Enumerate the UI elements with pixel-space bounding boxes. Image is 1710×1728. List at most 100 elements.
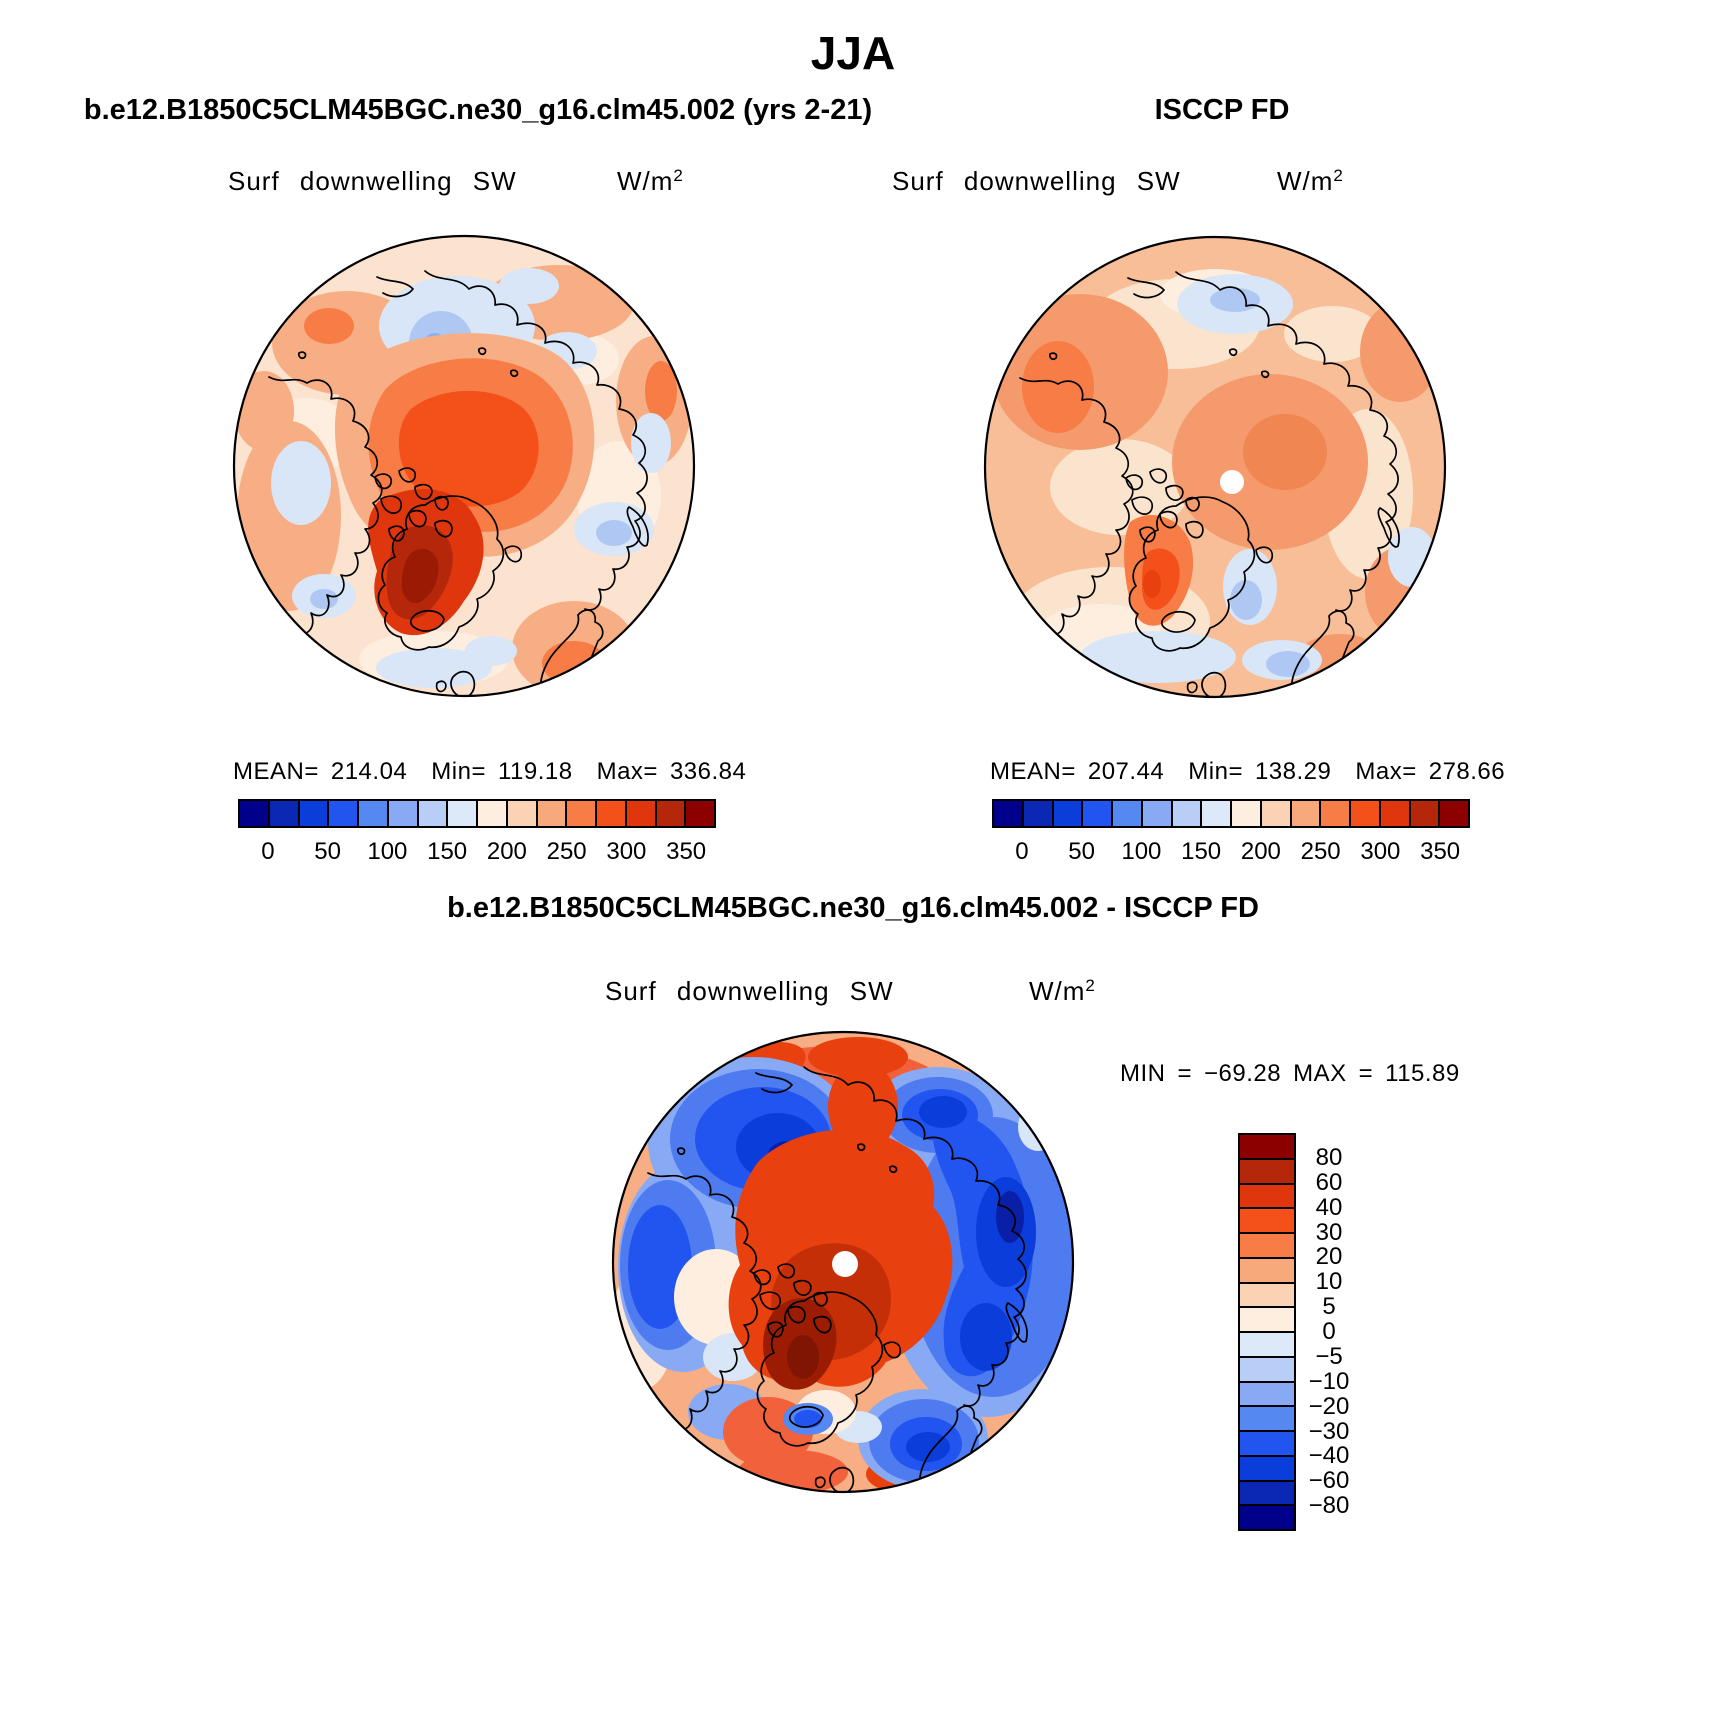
colorbar-segment bbox=[684, 799, 716, 828]
obs-max-value: 278.66 bbox=[1428, 758, 1506, 785]
colorbar-segment bbox=[1238, 1405, 1296, 1432]
season-title: JJA bbox=[810, 27, 896, 79]
model-map bbox=[232, 234, 696, 698]
obs-map bbox=[983, 235, 1447, 699]
colorbar-tick-label: 0 bbox=[1322, 1318, 1336, 1345]
model-units-exponent: 2 bbox=[673, 166, 684, 185]
colorbar-tick-label: −5 bbox=[1315, 1342, 1343, 1370]
colorbar-tick-label: 100 bbox=[367, 838, 408, 865]
obs-field-label: Surf downwelling SW bbox=[892, 166, 1181, 196]
obs-units-exponent: 2 bbox=[1333, 166, 1344, 185]
model-colorbar-ticks: 0 50 100 150 200 250 300 350 bbox=[238, 838, 716, 868]
colorbar-tick-label: 250 bbox=[546, 838, 587, 865]
colorbar-segment bbox=[238, 799, 270, 828]
colorbar-segment bbox=[386, 799, 419, 828]
diff-max-eq: = bbox=[1358, 1060, 1374, 1087]
colorbar-tick-label: 100 bbox=[1121, 838, 1162, 865]
model-units-text: W/m bbox=[617, 166, 674, 196]
colorbar-segment bbox=[1230, 799, 1262, 828]
colorbar-segment bbox=[1170, 799, 1203, 828]
model-max-value: 336.84 bbox=[669, 758, 747, 785]
obs-stats: MEAN= 207.44 Min= 138.29 Max= 278.66 bbox=[990, 758, 1505, 786]
colorbar-segment bbox=[1238, 1504, 1296, 1531]
colorbar-segment bbox=[1140, 799, 1173, 828]
colorbar-segment bbox=[267, 799, 300, 828]
colorbar-tick-label: 300 bbox=[1360, 838, 1401, 865]
obs-mean-value: 207.44 bbox=[1087, 758, 1165, 785]
colorbar-segment bbox=[1408, 799, 1441, 828]
colorbar-segment bbox=[992, 799, 1024, 828]
colorbar-tick-label: 80 bbox=[1315, 1143, 1343, 1171]
colorbar-tick-label: 200 bbox=[486, 838, 527, 865]
colorbar-segment bbox=[1319, 799, 1351, 828]
colorbar-segment bbox=[446, 799, 478, 828]
colorbar-segment bbox=[654, 799, 687, 828]
obs-max-label: Max= bbox=[1355, 758, 1417, 785]
colorbar-segment bbox=[1378, 799, 1411, 828]
model-colorbar bbox=[238, 799, 716, 828]
diff-field-label: Surf downwelling SW bbox=[605, 976, 894, 1006]
colorbar-segment bbox=[1051, 799, 1084, 828]
colorbar-tick-label: 200 bbox=[1240, 838, 1281, 865]
obs-units-text: W/m bbox=[1277, 166, 1334, 196]
colorbar-tick-label: 350 bbox=[1420, 838, 1461, 865]
diff-colorbar bbox=[1238, 1133, 1296, 1531]
colorbar-segment bbox=[1238, 1355, 1296, 1383]
colorbar-segment bbox=[1349, 799, 1381, 828]
obs-min-label: Min= bbox=[1188, 758, 1243, 785]
colorbar-tick-label: 250 bbox=[1300, 838, 1341, 865]
diff-units-exponent: 2 bbox=[1085, 976, 1096, 995]
diff-min-eq: = bbox=[1177, 1060, 1193, 1087]
obs-units-label: W/m2 bbox=[1277, 166, 1344, 197]
colorbar-segment bbox=[1238, 1281, 1296, 1309]
diff-min-value: −69.28 bbox=[1204, 1060, 1282, 1087]
diff-header: b.e12.B1850C5CLM45BGC.ne30_g16.clm45.002… bbox=[447, 892, 1259, 924]
colorbar-segment bbox=[357, 799, 389, 828]
colorbar-segment bbox=[476, 799, 508, 828]
obs-dataset-header: ISCCP FD bbox=[1154, 94, 1290, 126]
colorbar-tick-label: 0 bbox=[261, 838, 275, 865]
diff-pole-data-hole bbox=[832, 1251, 858, 1277]
colorbar-segment bbox=[1238, 1182, 1296, 1210]
colorbar-segment bbox=[1289, 799, 1322, 828]
model-min-label: Min= bbox=[431, 758, 486, 785]
diff-units-text: W/m bbox=[1029, 976, 1086, 1006]
colorbar-segment bbox=[1081, 799, 1113, 828]
colorbar-tick-label: 0 bbox=[1015, 838, 1029, 865]
model-mean-value: 214.04 bbox=[330, 758, 408, 785]
colorbar-segment bbox=[1238, 1454, 1296, 1482]
colorbar-tick-label: 150 bbox=[1181, 838, 1222, 865]
colorbar-segment bbox=[1238, 1479, 1296, 1507]
colorbar-segment bbox=[1238, 1331, 1296, 1358]
colorbar-tick-label: 50 bbox=[1068, 838, 1095, 865]
diff-min-label: MIN bbox=[1120, 1060, 1166, 1087]
model-units-label: W/m2 bbox=[617, 166, 684, 197]
diff-units-label: W/m2 bbox=[1029, 976, 1096, 1007]
colorbar-tick-label: 10 bbox=[1315, 1268, 1343, 1296]
obs-min-value: 138.29 bbox=[1254, 758, 1332, 785]
colorbar-segment bbox=[1200, 799, 1232, 828]
colorbar-tick-label: 50 bbox=[314, 838, 341, 865]
diff-map bbox=[611, 1030, 1075, 1494]
model-stats: MEAN= 214.04 Min= 119.18 Max= 336.84 bbox=[233, 758, 746, 786]
colorbar-tick-label: 300 bbox=[606, 838, 647, 865]
colorbar-tick-label: 150 bbox=[427, 838, 468, 865]
colorbar-segment bbox=[505, 799, 538, 828]
colorbar-segment bbox=[1238, 1207, 1296, 1234]
colorbar-segment bbox=[595, 799, 627, 828]
colorbar-segment bbox=[1111, 799, 1143, 828]
colorbar-segment bbox=[1238, 1380, 1296, 1408]
colorbar-tick-label: −20 bbox=[1308, 1392, 1350, 1420]
colorbar-segment bbox=[297, 799, 330, 828]
colorbar-segment bbox=[1238, 1232, 1296, 1259]
model-max-label: Max= bbox=[596, 758, 658, 785]
colorbar-segment bbox=[1259, 799, 1292, 828]
colorbar-segment bbox=[1021, 799, 1054, 828]
colorbar-segment bbox=[1238, 1133, 1296, 1160]
diff-colorbar-ticks: 80 60 40 30 20 10 5 0 −5 −10 −20 −30 −40 −60 −80 bbox=[1298, 1133, 1360, 1531]
diff-max-label: MAX bbox=[1293, 1060, 1347, 1087]
model-min-value: 119.18 bbox=[497, 758, 573, 785]
colorbar-tick-label: 40 bbox=[1315, 1193, 1343, 1221]
colorbar-tick-label: −40 bbox=[1308, 1442, 1350, 1470]
